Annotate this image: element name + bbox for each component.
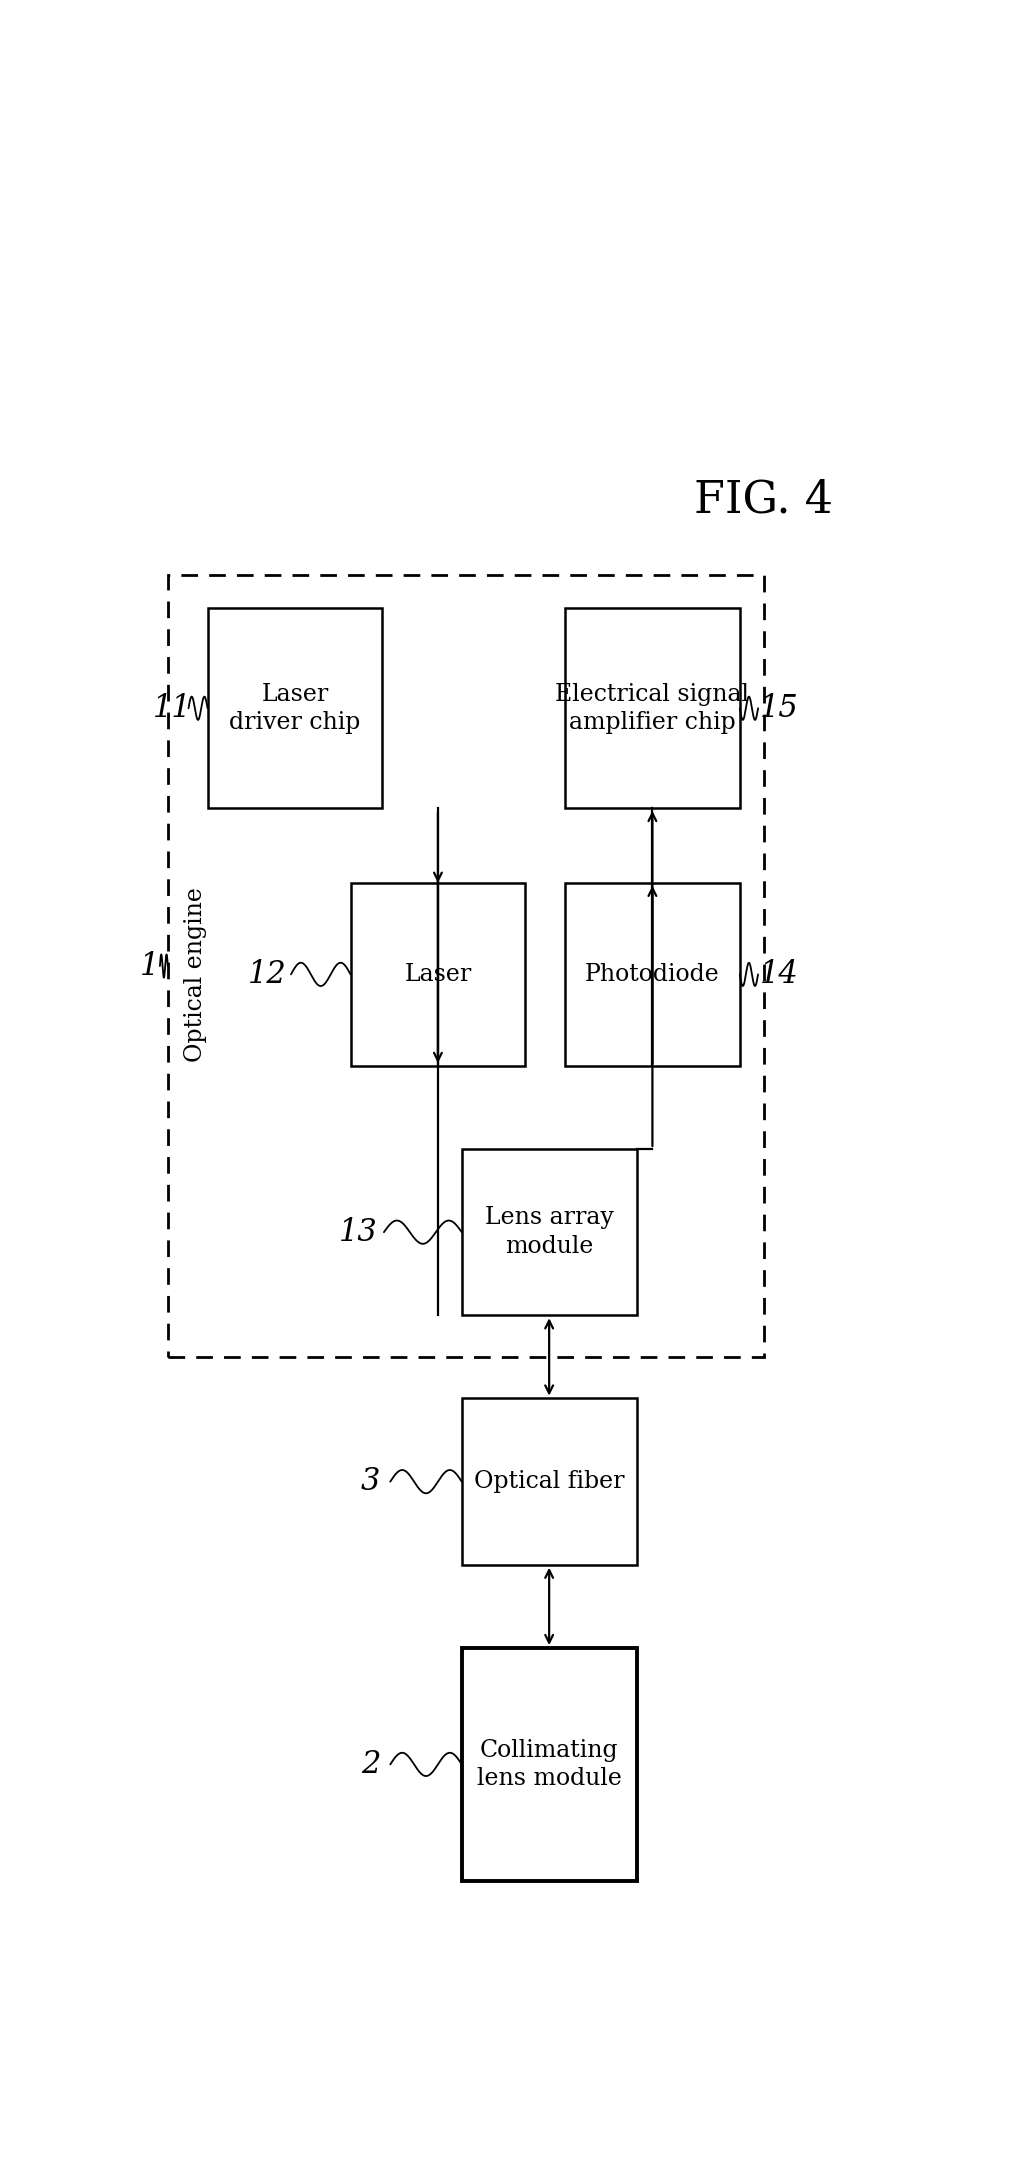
Text: 14: 14 [761, 959, 798, 989]
Text: Electrical signal
amplifier chip: Electrical signal amplifier chip [556, 683, 749, 734]
Text: 13: 13 [339, 1216, 378, 1248]
Text: Optical fiber: Optical fiber [474, 1471, 624, 1493]
Text: 3: 3 [361, 1467, 380, 1497]
Bar [168, 575, 764, 1356]
Text: Lens array
module: Lens array module [485, 1207, 614, 1257]
Bar [565, 609, 740, 808]
Text: Photodiode: Photodiode [585, 963, 720, 985]
Text: Laser
driver chip: Laser driver chip [230, 683, 361, 734]
Bar [461, 1398, 637, 1564]
Bar [565, 883, 740, 1065]
Text: Collimating
lens module: Collimating lens module [477, 1739, 621, 1791]
Text: Optical engine: Optical engine [184, 888, 207, 1063]
Text: 12: 12 [248, 959, 287, 989]
Bar [461, 1648, 637, 1881]
Text: 11: 11 [153, 693, 192, 724]
Text: 15: 15 [761, 693, 798, 724]
Text: 1: 1 [139, 950, 159, 981]
Text: FIG. 4: FIG. 4 [694, 480, 833, 523]
Text: 2: 2 [361, 1750, 380, 1780]
Bar [351, 883, 525, 1065]
Bar [207, 609, 382, 808]
Bar [461, 1149, 637, 1315]
Text: Laser: Laser [404, 963, 472, 985]
